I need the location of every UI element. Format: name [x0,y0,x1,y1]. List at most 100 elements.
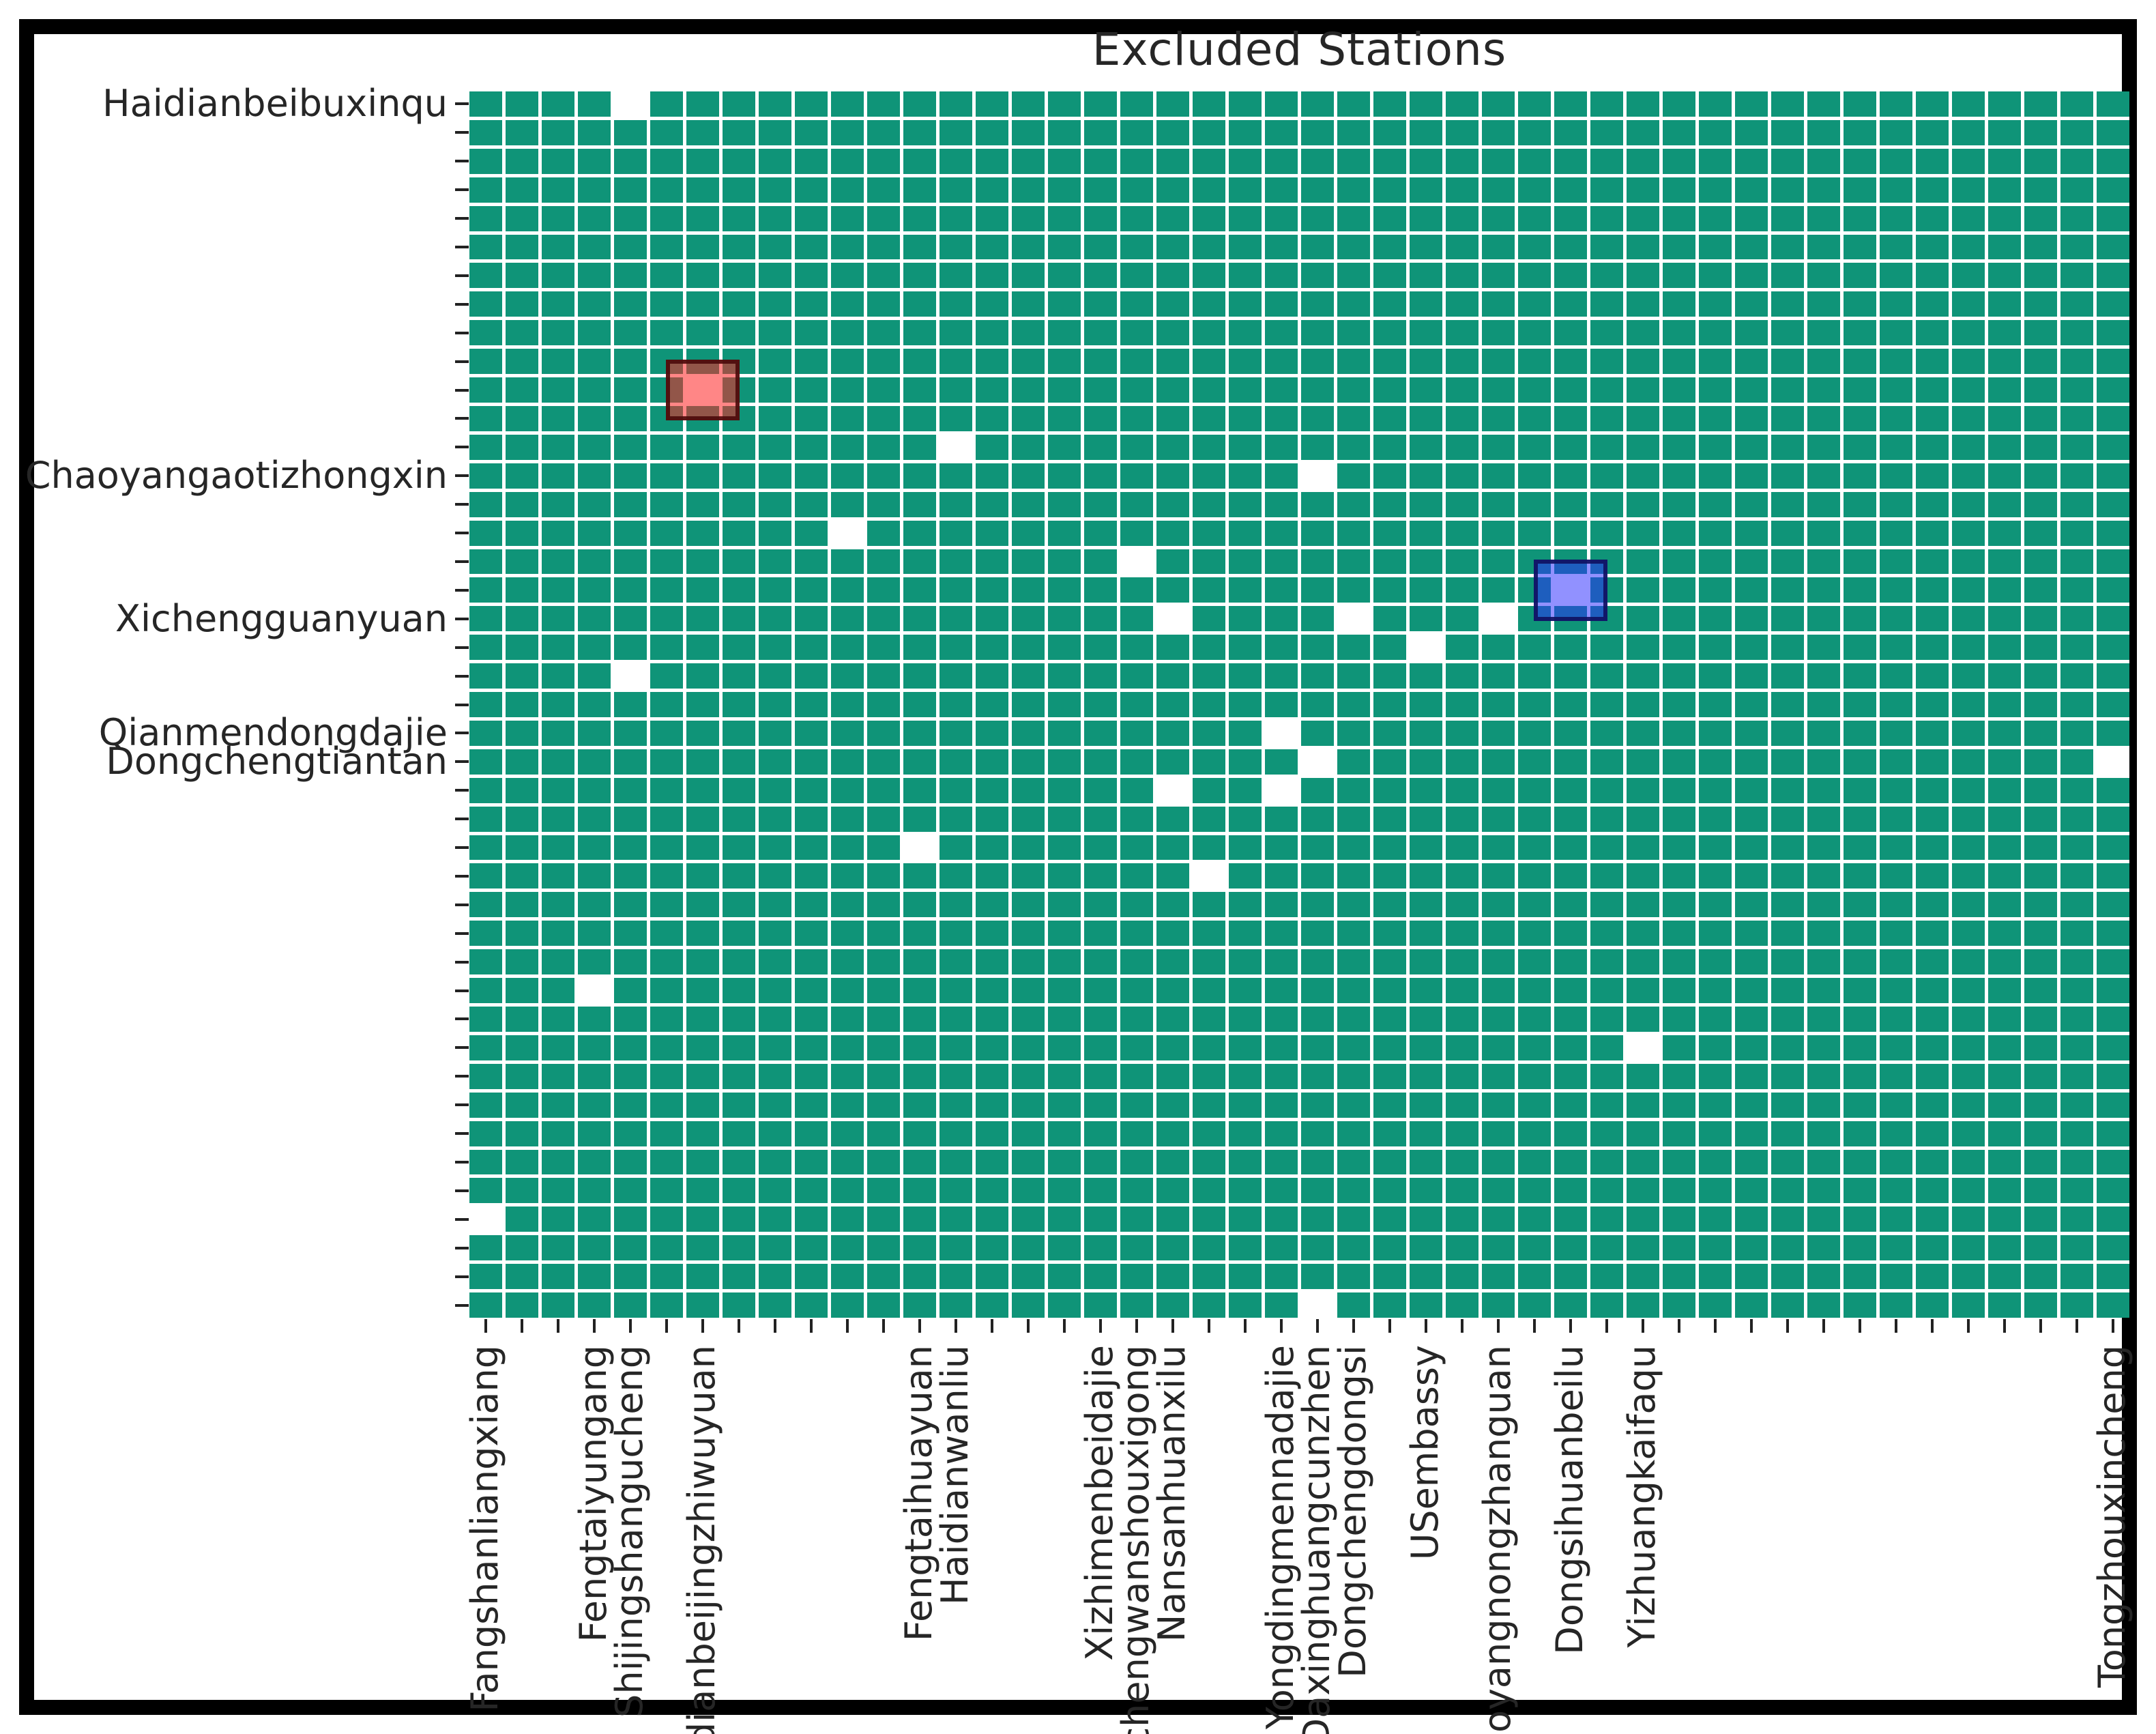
heatmap-cell [1265,549,1298,575]
heatmap-cell [2060,1178,2093,1204]
heatmap-cell [1988,892,2021,918]
heatmap-cell [1844,577,1876,603]
heatmap-cell [1012,1292,1045,1318]
heatmap-cell [1337,320,1370,346]
heatmap-cell [867,405,900,431]
heatmap-cell [1373,835,1406,861]
heatmap-cell [759,349,791,375]
heatmap-cell [1482,577,1515,603]
heatmap-cell [1156,1035,1189,1060]
heatmap-cell [1952,835,1985,861]
heatmap-cell [1663,148,1695,174]
heatmap-cell [1373,863,1406,889]
heatmap-cell [831,692,864,717]
heatmap-cell [1156,749,1189,775]
heatmap-cell [1120,205,1153,231]
heatmap-cell [2060,320,2093,346]
heatmap-cell [2024,1178,2057,1204]
heatmap-cell [867,434,900,460]
heatmap-cell [1807,921,1840,947]
heatmap-cell [1012,1121,1045,1146]
heatmap-cell [1771,720,1804,746]
heatmap-cell [1446,491,1478,517]
heatmap-cell [1844,1063,1876,1089]
heatmap-cell [1735,1206,1768,1232]
heatmap-cell [469,1235,502,1261]
heatmap-cell [1301,148,1334,174]
heatmap-cell [1627,749,1659,775]
heatmap-cell [1699,577,1732,603]
heatmap-cell [1735,119,1768,145]
heatmap-cell [1482,892,1515,918]
heatmap-cell [1193,1292,1225,1318]
heatmap-cell [939,1121,972,1146]
heatmap-cell [867,549,900,575]
y-tick-mark [455,446,469,449]
heatmap-cell [976,434,1008,460]
heatmap-cell [1048,577,1081,603]
heatmap-cell [1807,491,1840,517]
heatmap-cell [686,1063,719,1089]
heatmap-cell [1554,1292,1587,1318]
heatmap-cell [867,1092,900,1118]
x-tick-mark [1171,1319,1174,1333]
heatmap-cell [2024,692,2057,717]
heatmap-cell [1771,1292,1804,1318]
heatmap-cell [1699,263,1732,289]
heatmap-cell [1663,921,1695,947]
heatmap-cell [1229,491,1262,517]
heatmap-cell [506,1206,538,1232]
heatmap-cell [1916,1235,1949,1261]
x-tick-mark [918,1319,921,1333]
heatmap-cell [1048,1235,1081,1261]
heatmap-cell [1844,635,1876,661]
heatmap-cell [867,777,900,803]
heatmap-cell [650,777,683,803]
heatmap-cell [759,119,791,145]
heatmap-cell [2097,349,2129,375]
heatmap-cell [469,863,502,889]
heatmap-cell [1590,835,1623,861]
heatmap-cell [2024,1149,2057,1175]
heatmap-cell [1518,692,1551,717]
heatmap-cell [650,1121,683,1146]
heatmap-cell [1265,520,1298,546]
heatmap-cell [1663,606,1695,632]
heatmap-cell [1518,1121,1551,1146]
heatmap-cell [795,1007,828,1032]
heatmap-cell [831,835,864,861]
heatmap-cell [903,377,936,403]
heatmap-cell-excluded [1265,720,1298,746]
heatmap-cell [1590,892,1623,918]
heatmap-cell-excluded [939,434,972,460]
heatmap-cell [650,1206,683,1232]
heatmap-cell [1952,949,1985,975]
x-tick-mark [1099,1319,1102,1333]
heatmap-cell [1301,635,1334,661]
heatmap-cell [1844,835,1876,861]
heatmap-cell [1518,1063,1551,1089]
heatmap-cell [1590,921,1623,947]
heatmap-cell [1156,720,1189,746]
x-tick-label: Nansanhuanxilu [1150,1345,1193,1643]
heatmap-cell [1229,205,1262,231]
heatmap-cell [2060,1092,2093,1118]
heatmap-cell [506,1007,538,1032]
heatmap-cell [1554,320,1587,346]
heatmap-cell [1627,806,1659,832]
heatmap-cell [1084,520,1117,546]
heatmap-cell [831,892,864,918]
heatmap-cell [1482,119,1515,145]
heatmap-cell [1807,405,1840,431]
heatmap-cell-excluded [614,663,647,689]
heatmap-cell [506,91,538,117]
heatmap-cell [2060,692,2093,717]
heatmap-cell [578,119,611,145]
heatmap-cell [1193,1007,1225,1032]
heatmap-cell [976,806,1008,832]
heatmap-cell [1554,692,1587,717]
heatmap-cell [614,635,647,661]
heatmap-cell [1590,1178,1623,1204]
heatmap-cell [1446,949,1478,975]
heatmap-cell [1554,663,1587,689]
